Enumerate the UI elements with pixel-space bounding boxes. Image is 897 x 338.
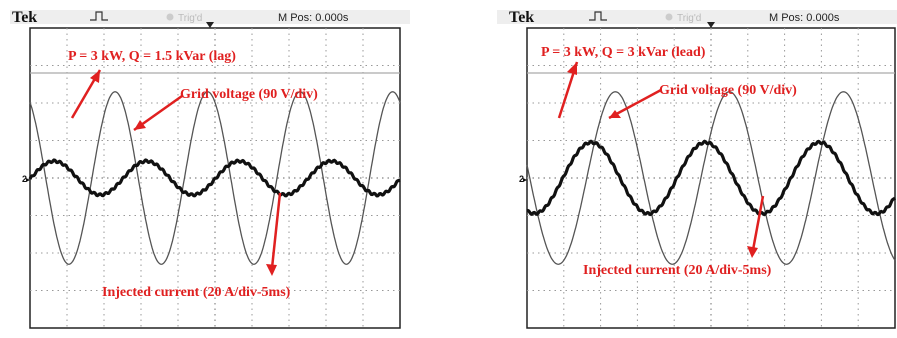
trigger-status: Trig'd: [178, 13, 202, 24]
trigger-status-icon: [166, 13, 174, 21]
injected-current-trace: [28, 158, 401, 198]
power-arrow: [70, 69, 102, 119]
current-arrow: [266, 192, 282, 276]
channel-arrow-icon: [26, 178, 30, 182]
trigger-position-marker: [707, 22, 715, 28]
grid-voltage-trace: [29, 91, 401, 265]
trigger-status-icon: [665, 13, 673, 21]
trigger-status: Trig'd: [677, 13, 701, 24]
trigger-pulse-icon: [589, 11, 607, 21]
grid-lines: [527, 28, 895, 328]
voltage-annotation: Grid voltage (90 V/div): [659, 83, 797, 98]
injected-current-trace: [526, 139, 897, 217]
scope-screen-1: Tek Trig'd M Pos: 0.000s 2 P = 3 kW, Q =…: [10, 0, 410, 338]
current-arrow: [747, 195, 765, 258]
voltage-arrow: [133, 94, 183, 132]
channel-arrow-icon: [523, 178, 527, 182]
traces: [28, 91, 401, 265]
panel-background: [10, 0, 410, 338]
grid-voltage-trace: [526, 91, 896, 265]
brand-label: Tek: [509, 9, 534, 26]
power-annotation: P = 3 kW, Q = 3 kVar (lead): [541, 45, 706, 60]
trigger-pulse-icon: [90, 11, 108, 21]
traces: [526, 91, 897, 265]
scope-screen-2: Tek Trig'd M Pos: 0.000s 2 P = 3 kW, Q =…: [497, 0, 897, 338]
mpos-readout: M Pos: 0.000s: [278, 12, 349, 24]
status-bar: [10, 10, 410, 24]
power-arrow: [557, 61, 579, 119]
brand-label: Tek: [12, 9, 37, 26]
voltage-arrow: [608, 88, 662, 120]
trigger-position-marker: [206, 22, 214, 28]
mpos-readout: M Pos: 0.000s: [769, 12, 840, 24]
power-annotation: P = 3 kW, Q = 1.5 kVar (lag): [68, 49, 236, 64]
current-annotation: Injected current (20 A/div-5ms): [583, 263, 772, 278]
channel-marker: 2: [22, 174, 27, 184]
voltage-annotation: Grid voltage (90 V/div): [180, 87, 318, 102]
scope-panel-2: Tek Trig'd M Pos: 0.000s 2 P = 3 kW, Q =…: [497, 0, 897, 338]
scope-panel-1: Tek Trig'd M Pos: 0.000s 2 P = 3 kW, Q =…: [10, 0, 410, 338]
annotations: P = 3 kW, Q = 1.5 kVar (lag) Grid voltag…: [68, 49, 318, 300]
annotations: P = 3 kW, Q = 3 kVar (lead) Grid voltage…: [541, 45, 797, 278]
status-bar: [497, 10, 897, 24]
current-annotation: Injected current (20 A/div-5ms): [102, 285, 291, 300]
channel-marker: 2: [519, 174, 524, 184]
